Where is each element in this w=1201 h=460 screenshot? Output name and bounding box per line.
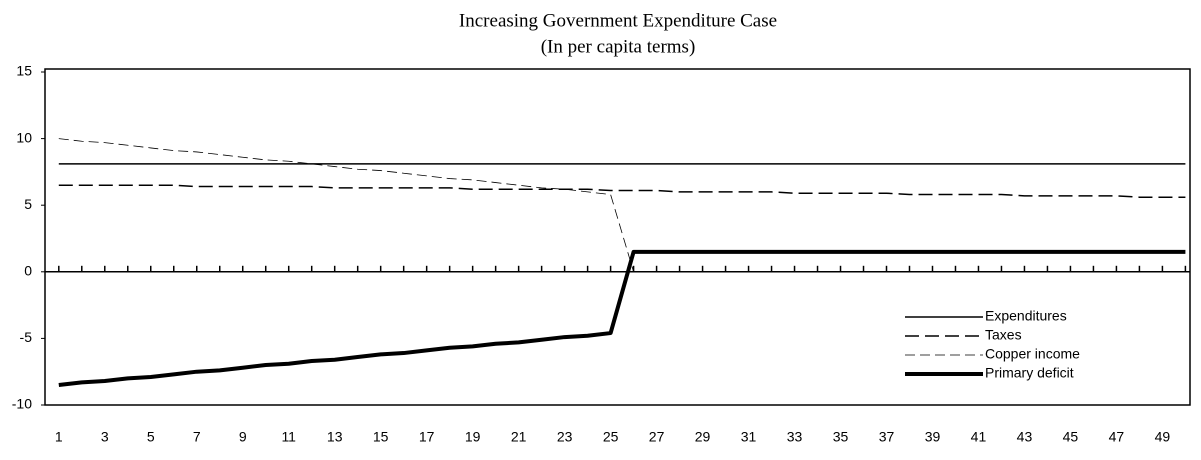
series-line xyxy=(58,249,1186,388)
series-line xyxy=(58,184,1186,198)
y-tick-label: -10 xyxy=(12,396,32,412)
x-tick-label: 35 xyxy=(833,429,849,445)
y-tick-label: 10 xyxy=(16,129,32,145)
x-tick-label: 45 xyxy=(1063,429,1079,445)
x-tick-label: 17 xyxy=(419,429,435,445)
x-tick-label: 1 xyxy=(55,429,63,445)
series-line xyxy=(58,138,1186,273)
chart-title: Increasing Government Expenditure Case xyxy=(459,10,777,31)
legend-label: Copper income xyxy=(985,346,1080,362)
x-tick-label: 13 xyxy=(327,429,343,445)
x-tick-label: 9 xyxy=(239,429,247,445)
y-tick-label: 5 xyxy=(24,196,32,212)
y-tick-label: 0 xyxy=(24,263,32,279)
legend-label: Primary deficit xyxy=(985,365,1074,381)
x-tick-label: 41 xyxy=(971,429,987,445)
x-tick-label: 7 xyxy=(193,429,201,445)
x-tick-label: 11 xyxy=(281,429,296,445)
x-tick-label: 5 xyxy=(147,429,155,445)
x-tick-label: 25 xyxy=(603,429,619,445)
x-tick-label: 19 xyxy=(465,429,481,445)
x-tick-label: 43 xyxy=(1017,429,1033,445)
x-tick-label: 29 xyxy=(695,429,711,445)
chart-subtitle: (In per capita terms) xyxy=(541,36,696,57)
x-tick-label: 27 xyxy=(649,429,665,445)
x-tick-label: 39 xyxy=(925,429,941,445)
legend-label: Taxes xyxy=(985,327,1022,343)
x-tick-label: 23 xyxy=(557,429,573,445)
x-tick-label: 49 xyxy=(1155,429,1171,445)
plot-frame xyxy=(44,68,1191,406)
x-tick-label: 37 xyxy=(879,429,895,445)
x-tick-label: 21 xyxy=(511,429,527,445)
legend-label: Expenditures xyxy=(985,308,1067,324)
x-tick-label: 31 xyxy=(741,429,757,445)
x-tick-label: 47 xyxy=(1109,429,1125,445)
y-tick-label: 15 xyxy=(16,63,32,79)
x-tick-label: 15 xyxy=(373,429,389,445)
x-tick-label: 33 xyxy=(787,429,803,445)
y-tick-label: -5 xyxy=(20,329,33,345)
x-tick-label: 3 xyxy=(101,429,109,445)
